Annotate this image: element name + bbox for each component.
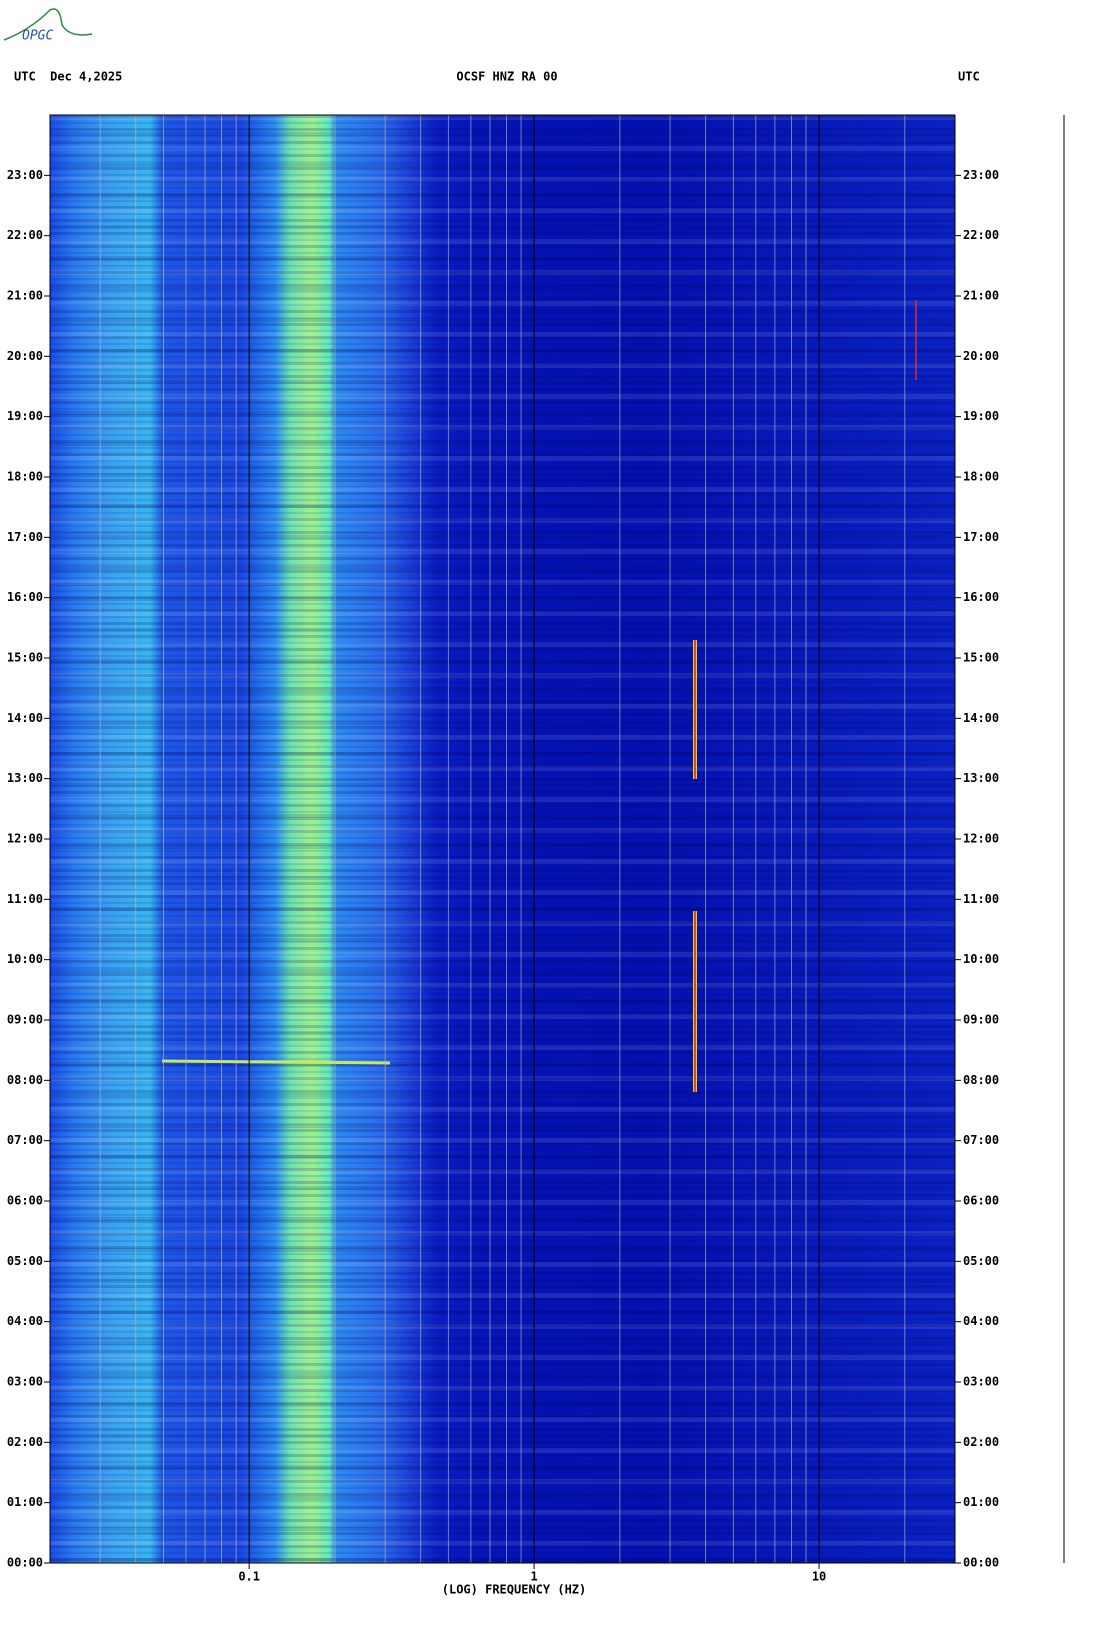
- logo: OPGC: [3, 8, 93, 44]
- y-tick-label: 15:00: [7, 651, 43, 665]
- y-tick-label: 21:00: [7, 289, 43, 303]
- y-tick-label: 17:00: [7, 530, 43, 544]
- event-trace: [161, 1059, 391, 1065]
- y-tick-label: 10:00: [7, 952, 43, 966]
- y-tick-label: 20:00: [7, 349, 43, 363]
- plot-frame: [49, 114, 956, 1564]
- y-tick-label: 13:00: [963, 771, 999, 785]
- y-tick-label: 21:00: [963, 289, 999, 303]
- y-tick-label: 06:00: [7, 1194, 43, 1208]
- y-tick-label: 19:00: [963, 409, 999, 423]
- right-label: UTC: [958, 70, 980, 84]
- x-tick-label: 10: [812, 1570, 826, 1584]
- y-tick-label: 05:00: [963, 1254, 999, 1268]
- y-tick-label: 16:00: [7, 590, 43, 604]
- y-tick-label: 22:00: [7, 228, 43, 242]
- y-tick-label: 07:00: [7, 1133, 43, 1147]
- y-tick-label: 00:00: [7, 1556, 43, 1570]
- y-tick-label: 00:00: [963, 1556, 999, 1570]
- x-axis-label: (LOG) FREQUENCY (HZ): [442, 1583, 587, 1597]
- y-tick-label: 13:00: [7, 771, 43, 785]
- y-tick-label: 02:00: [963, 1435, 999, 1449]
- y-tick-label: 10:00: [963, 952, 999, 966]
- y-tick-label: 18:00: [7, 470, 43, 484]
- spectrogram-image: [50, 115, 955, 1563]
- y-tick-label: 11:00: [7, 892, 43, 906]
- logo-text: OPGC: [22, 29, 53, 44]
- events: [161, 300, 917, 1092]
- y-tick-label: 14:00: [963, 711, 999, 725]
- y-tick-label: 08:00: [7, 1073, 43, 1087]
- y-tick-label: 19:00: [7, 409, 43, 423]
- date-label: UTC Dec 4,2025: [14, 70, 122, 84]
- y-tick-label: 12:00: [7, 832, 43, 846]
- y-tick-label: 09:00: [963, 1013, 999, 1027]
- y-tick-label: 17:00: [963, 530, 999, 544]
- y-tick-label: 16:00: [963, 590, 999, 604]
- logo-curve: [3, 8, 93, 41]
- y-tick-label: 01:00: [963, 1495, 999, 1509]
- y-tick-label: 03:00: [7, 1375, 43, 1389]
- y-tick-label: 05:00: [7, 1254, 43, 1268]
- chart-title: OCSF HNZ RA 00: [456, 70, 557, 84]
- y-tick-label: 06:00: [963, 1194, 999, 1208]
- y-tick-label: 04:00: [7, 1314, 43, 1328]
- y-tick-label: 20:00: [963, 349, 999, 363]
- y-tick-label: 03:00: [963, 1375, 999, 1389]
- y-tick-label: 07:00: [963, 1133, 999, 1147]
- y-tick-label: 01:00: [7, 1495, 43, 1509]
- y-tick-label: 23:00: [7, 168, 43, 182]
- y-tick-label: 12:00: [963, 832, 999, 846]
- y-tick-label: 11:00: [963, 892, 999, 906]
- axes: 0.1 1 10 00:00 00:00 01:00 01:00 02:00 02:00 03:0…: [7, 114, 999, 1584]
- y-tick-label: 02:00: [7, 1435, 43, 1449]
- y-tick-label: 04:00: [963, 1314, 999, 1328]
- y-tick-label: 15:00: [963, 651, 999, 665]
- y-tick-label: 22:00: [963, 228, 999, 242]
- x-tick-label: 0.1: [238, 1570, 260, 1584]
- y-tick-label: 08:00: [963, 1073, 999, 1087]
- y-tick-label: 09:00: [7, 1013, 43, 1027]
- y-tick-label: 23:00: [963, 168, 999, 182]
- x-tick-label: 1: [530, 1570, 537, 1584]
- y-tick-label: 18:00: [963, 470, 999, 484]
- y-tick-label: 14:00: [7, 711, 43, 725]
